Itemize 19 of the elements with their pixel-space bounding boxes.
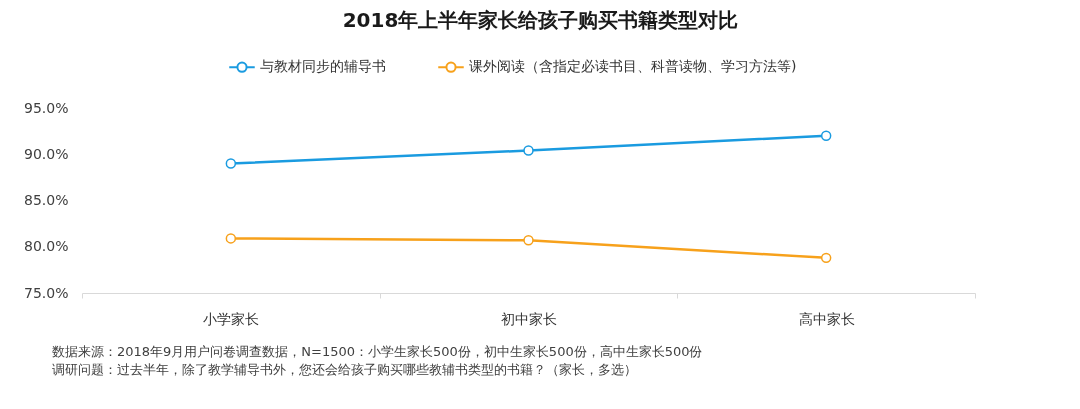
text: 调研问题：过去半年，除了教学辅导书外，您还会给孩子购买哪些教辅书类型的书籍？（家长，多选） bbox=[52, 362, 637, 377]
legend-label: 课外阅读（含指定必读书目、科普读物、学习方法等) bbox=[469, 58, 797, 75]
x-tick-label: 小学家长 bbox=[203, 310, 260, 327]
point bbox=[523, 235, 534, 246]
point bbox=[523, 145, 534, 156]
point bbox=[820, 130, 832, 141]
x-tick-label: 高中家长 bbox=[798, 310, 855, 327]
y-tick-label: 90.0% bbox=[24, 145, 69, 162]
y-tick-label: 80.0% bbox=[24, 238, 69, 255]
legend-label: 与教材同步的辅导书 bbox=[260, 58, 386, 75]
y-tick-label: 85.0% bbox=[24, 192, 69, 208]
x-tick-label: 初中家长 bbox=[501, 310, 557, 327]
y-tick-label: 95.0% bbox=[24, 99, 69, 116]
point bbox=[225, 158, 237, 169]
point bbox=[225, 233, 237, 244]
y-tick-label: 75.0% bbox=[24, 284, 69, 301]
chart-title: 2018年上半年家长给孩子购买书籍类型对比 bbox=[342, 8, 739, 32]
source-note: 数据来源：2018年9月用户问卷调查数据，N=1500：小学生家长500份，初中生家长500份，高中生家长500份 bbox=[52, 344, 703, 359]
point bbox=[820, 252, 832, 264]
